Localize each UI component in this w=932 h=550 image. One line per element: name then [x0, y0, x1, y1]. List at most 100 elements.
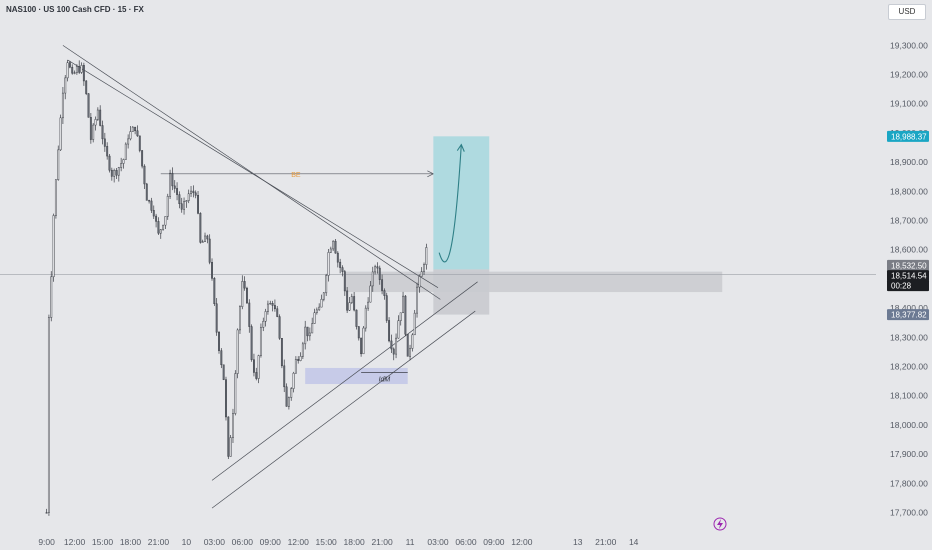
idm-zone: [305, 367, 408, 385]
price-tick-label: 17,900.00: [890, 449, 928, 459]
candle: [313, 308, 316, 324]
candle: [127, 134, 130, 149]
candle-body: [171, 172, 174, 187]
candle: [287, 396, 290, 410]
candle-body: [416, 286, 418, 314]
candle-body: [138, 135, 141, 151]
candle-body: [183, 201, 186, 210]
candle-body: [369, 285, 372, 303]
candle-body: [197, 195, 199, 214]
candle: [292, 371, 295, 393]
descending-trendline-upper: [62, 45, 441, 300]
candle-body: [418, 276, 421, 288]
candle: [376, 262, 379, 274]
candle: [364, 305, 367, 332]
candle-body: [350, 296, 353, 303]
candle-body: [159, 229, 162, 234]
candle-body: [341, 267, 344, 272]
candle: [425, 243, 428, 270]
idm-label: IdM: [379, 376, 391, 383]
candle-body: [425, 247, 428, 265]
candle: [402, 291, 405, 314]
time-tick-label: 14: [629, 537, 639, 547]
time-tick-label: 21:00: [595, 537, 617, 547]
candle: [96, 107, 99, 122]
candle-body: [80, 65, 83, 73]
candle-body: [87, 93, 90, 118]
price-tick-label: 19,200.00: [890, 70, 928, 80]
candle: [290, 387, 293, 401]
candle: [360, 337, 363, 357]
candle-body: [315, 309, 318, 313]
candle: [227, 416, 230, 460]
candle: [395, 333, 398, 359]
candle: [57, 145, 60, 181]
candle: [308, 327, 311, 341]
candle-body: [311, 323, 314, 334]
price-badge-label: 18,532.50: [891, 261, 927, 270]
price-badge-bg: [887, 280, 929, 292]
price-badge-bg: [887, 130, 929, 142]
bos-label: BE: [291, 172, 301, 179]
candle-body: [194, 192, 197, 196]
candle: [259, 323, 262, 358]
time-tick-label: 12:00: [511, 537, 533, 547]
candle: [197, 191, 199, 215]
time-tick-label: 21:00: [148, 537, 170, 547]
candle-body: [395, 337, 398, 355]
candle: [271, 300, 274, 312]
candle: [355, 309, 358, 330]
candle: [332, 240, 335, 252]
candle-body: [190, 190, 192, 195]
price-tick-label: 18,900.00: [890, 157, 928, 167]
currency-button[interactable]: USD: [888, 4, 926, 20]
candle-body: [292, 372, 295, 389]
candle-body: [376, 266, 379, 269]
candle-body: [201, 241, 204, 243]
time-tick-label: 03:00: [427, 537, 449, 547]
candle-body: [239, 306, 241, 331]
candle: [222, 364, 225, 381]
candle: [416, 282, 418, 318]
time-tick-label: 18:00: [343, 537, 365, 547]
price-badge-bg: [887, 259, 929, 271]
candle-body: [59, 117, 62, 151]
candle: [183, 197, 186, 215]
candle: [124, 142, 127, 160]
candle-body: [383, 290, 386, 296]
candle: [89, 112, 92, 144]
ascending-channel-upper: [211, 281, 478, 481]
time-axis[interactable]: 9:00 12:00 15:00 18:00 21:00 10 03:00 06:00 09:0…: [38, 537, 638, 547]
candle: [106, 142, 109, 160]
candle: [346, 286, 349, 314]
candle-body: [362, 327, 365, 355]
price-tick-label: 18,700.00: [890, 216, 928, 226]
candle-body: [52, 215, 55, 278]
candle: [68, 60, 71, 69]
candle: [325, 273, 328, 297]
candle-body: [276, 308, 279, 317]
candle: [301, 341, 304, 360]
candle: [136, 125, 139, 137]
replay-icon[interactable]: [713, 517, 727, 531]
time-tick-label: 13: [573, 537, 583, 547]
candle: [348, 297, 351, 311]
candle-body: [204, 235, 206, 242]
candle: [103, 132, 106, 152]
candle-body: [306, 326, 309, 337]
time-tick-label: 06:00: [232, 537, 254, 547]
candle: [82, 62, 85, 86]
time-tick-label: 09:00: [260, 537, 282, 547]
candle-body: [101, 125, 104, 140]
candle: [273, 299, 276, 312]
candle-body: [248, 302, 251, 327]
candle: [78, 60, 81, 74]
candle: [115, 167, 118, 179]
candle: [94, 116, 97, 131]
candle-body: [222, 364, 225, 380]
chart-title: NAS100 · US 100 Cash CFD · 15 · FX: [6, 5, 144, 14]
candle-body: [89, 117, 92, 140]
candle: [266, 300, 269, 315]
candle: [73, 70, 76, 75]
